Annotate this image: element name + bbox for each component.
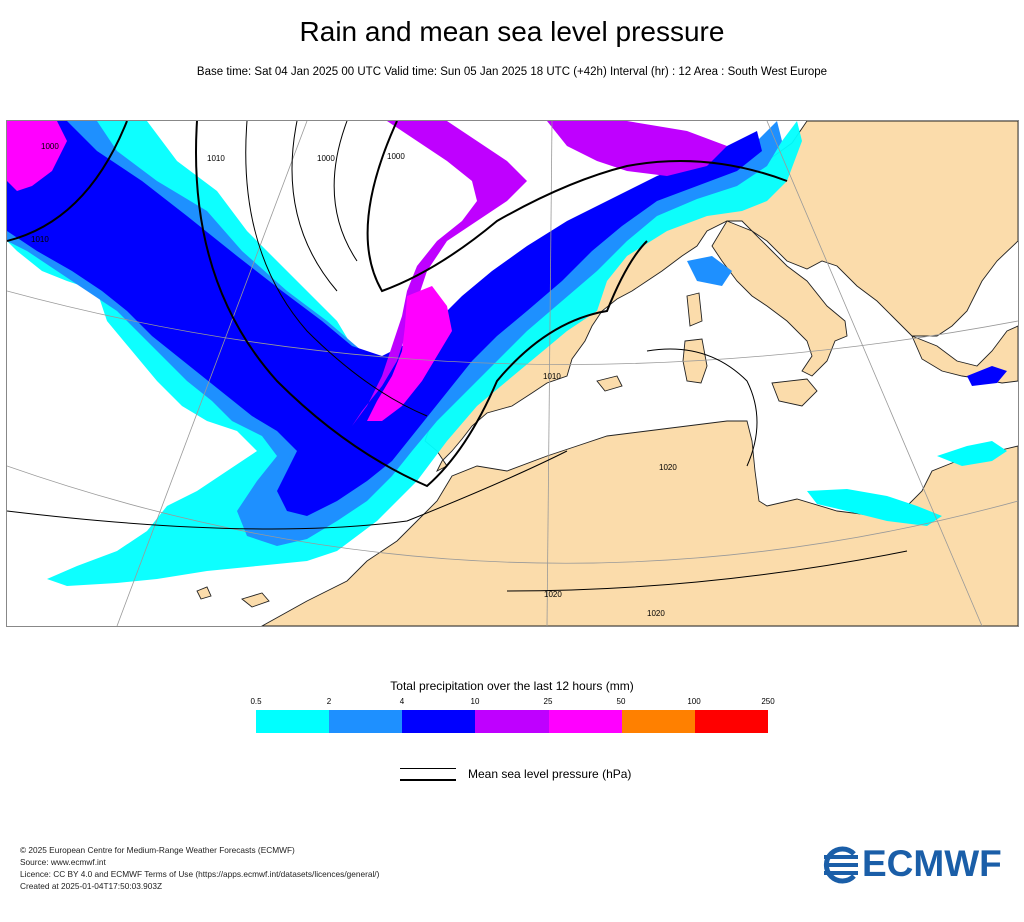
- precip-magenta: [367, 286, 452, 421]
- precip-purple-north: [547, 121, 727, 176]
- isobar-label: 1010: [543, 372, 561, 381]
- colorbar-swatch: [621, 710, 695, 733]
- land-canary: [241, 592, 270, 608]
- legend-tick: 250: [761, 697, 775, 706]
- isobar-thick-3: [366, 121, 788, 293]
- precip-blue-east: [967, 366, 1007, 386]
- isobar-thick-1: [7, 121, 128, 242]
- isobar-label: 1020: [647, 609, 665, 618]
- land-italy: [711, 220, 848, 377]
- land-africa: [261, 420, 1018, 626]
- legend-tick: 25: [543, 697, 553, 706]
- legend-tick: 100: [687, 697, 701, 706]
- precip-cyan-east: [937, 441, 1007, 466]
- isobar-thin-6: [506, 550, 908, 592]
- graticule: [7, 121, 1018, 626]
- precip-cyan-africa: [807, 489, 942, 526]
- footer-line: © 2025 European Centre for Medium-Range …: [20, 845, 295, 855]
- legend-tick: 4: [399, 697, 405, 706]
- colorbar-swatch: [694, 710, 768, 733]
- land-mallorca: [596, 375, 623, 392]
- footer-line: Created at 2025-01-04T17:50:03.903Z: [20, 881, 163, 891]
- precip-magenta-nw: [7, 121, 67, 191]
- isobar-label: 1010: [31, 235, 49, 244]
- mslp-legend-line: [400, 768, 456, 781]
- isobar-thin-3: [333, 121, 358, 262]
- colorbar-swatch: [475, 710, 549, 733]
- legend-tick: 0.5: [250, 697, 262, 706]
- isobar-thin-4: [7, 450, 568, 530]
- isobar-thin-5: [646, 348, 758, 467]
- colorbar-swatch: [548, 710, 622, 733]
- isobar-label: 1010: [207, 154, 225, 163]
- isobar-label: 1000: [41, 142, 59, 151]
- mslp-legend-label: Mean sea level pressure (hPa): [468, 767, 632, 781]
- footer-credits: © 2025 European Centre for Medium-Range …: [20, 844, 379, 892]
- chart-title: Rain and mean sea level pressure: [299, 16, 725, 47]
- legend-tick: 2: [326, 697, 332, 706]
- isobars: [7, 121, 908, 592]
- legend-title: Total precipitation over the last 12 hou…: [390, 679, 634, 693]
- isobar-thin-1: [245, 121, 428, 417]
- isobar-label: 1000: [317, 154, 335, 163]
- colorbar-swatch: [329, 710, 403, 733]
- footer-line: Source: www.ecmwf.int: [20, 857, 106, 867]
- isobar-labels: 1000 1010 1010 1000 1000 1010 1020 1020 …: [31, 142, 677, 618]
- footer-line: Licence: CC BY 4.0 and ECMWF Terms of Us…: [20, 869, 380, 879]
- colorbar-swatch: [402, 710, 476, 733]
- legend-tick: 10: [470, 697, 480, 706]
- land-canary2: [196, 586, 212, 600]
- colorbar-swatch: [256, 710, 330, 733]
- ecmwf-logo-text: ECMWF: [862, 843, 1002, 884]
- isobar-label: 1020: [659, 463, 677, 472]
- legend-tick: 50: [616, 697, 626, 706]
- forecast-map[interactable]: 1000 1010 1010 1000 1000 1010 1020 1020 …: [6, 120, 1019, 627]
- precip-colorbar: [256, 710, 768, 733]
- precip-blue-italy: [687, 256, 732, 286]
- precip-layer: [7, 121, 1007, 586]
- isobar-thick-2: [195, 121, 648, 488]
- precip-purple: [352, 121, 527, 426]
- map-svg: 1000 1010 1010 1000 1000 1010 1020 1020 …: [7, 121, 1018, 626]
- precip-blue: [7, 121, 762, 516]
- ecmwf-logo-icon: [823, 846, 858, 884]
- isobar-label: 1000: [387, 152, 405, 161]
- chart-subtitle: Base time: Sat 04 Jan 2025 00 UTC Valid …: [196, 66, 828, 78]
- ecmwf-logo[interactable]: ECMWF: [814, 843, 1006, 886]
- land-corsica: [686, 292, 703, 327]
- isobar-label: 1020: [544, 590, 562, 599]
- isobar-thin-2: [291, 121, 338, 292]
- land-sicily: [771, 378, 818, 407]
